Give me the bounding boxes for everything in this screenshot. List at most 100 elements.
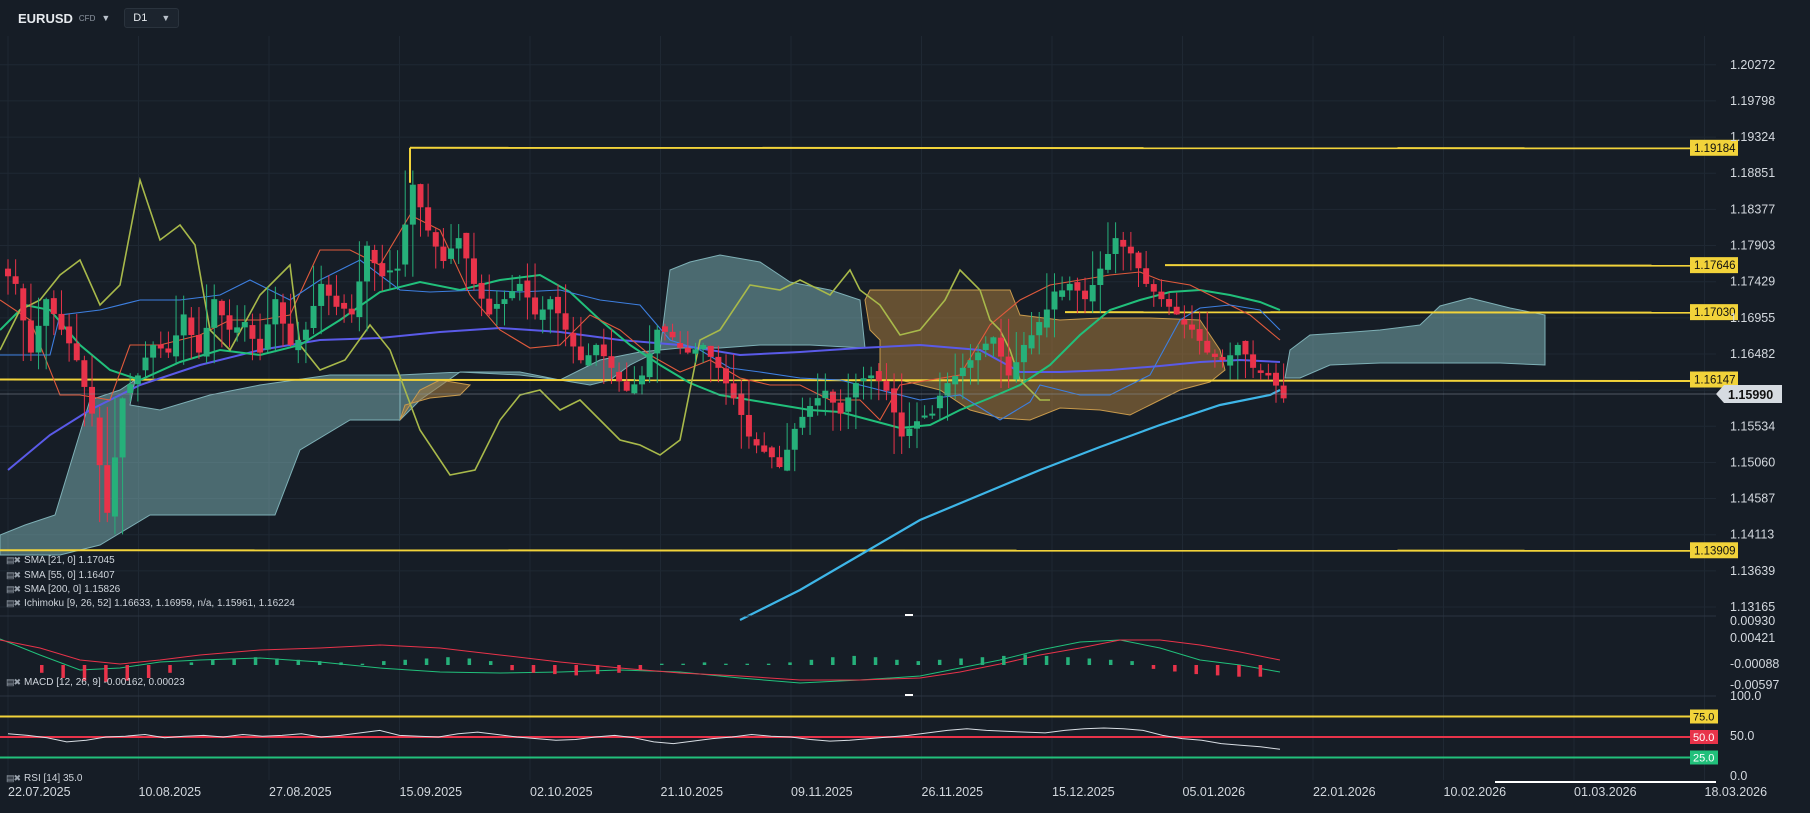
candle-body: [898, 412, 905, 437]
time-axis[interactable]: 22.07.2025 10.08.2025 27.08.2025 15.09.2025…: [8, 785, 1767, 799]
candle-body: [975, 352, 982, 361]
date-tick-label: 27.08.2025: [269, 785, 332, 799]
candle-body: [165, 348, 172, 353]
level-price-label: 1.17030: [1694, 307, 1736, 319]
candle-body: [776, 457, 783, 468]
resize-handle[interactable]: [905, 614, 913, 616]
level-line[interactable]: [0, 549, 1691, 552]
candle-body: [81, 360, 88, 387]
macd-bar: [852, 655, 856, 665]
candle-body: [845, 397, 852, 412]
symbol-selector[interactable]: EURUSD CFD ▼: [18, 11, 110, 26]
rsi-axis: 100.0 50.0 0.0: [1730, 689, 1761, 783]
horizontal-levels[interactable]: 1.19184 1.17646 1.17030 1.16147 1.13909: [0, 139, 1738, 559]
macd-bar: [1108, 659, 1113, 665]
sma55-legend[interactable]: ▤✖ SMA [55, 0] 1.16407: [6, 570, 115, 581]
candle-body: [791, 428, 798, 450]
settings-icon[interactable]: ▤✖: [6, 570, 21, 580]
candle-body: [998, 337, 1005, 357]
settings-icon[interactable]: ▤✖: [6, 677, 21, 687]
rsi-tick-label: 0.0: [1730, 769, 1747, 783]
candle-body: [1219, 356, 1226, 361]
sma21-legend[interactable]: ▤✖ SMA [21, 0] 1.17045: [6, 555, 115, 566]
candle-body: [1051, 291, 1058, 310]
candle-body: [325, 284, 332, 296]
macd-bar: [317, 661, 322, 665]
macd-histogram: [40, 654, 1263, 682]
macd-bar: [916, 661, 921, 665]
candle-body: [1204, 340, 1211, 353]
candle-body: [356, 281, 363, 318]
settings-icon[interactable]: ▤✖: [6, 584, 21, 594]
timeframe-label: D1: [133, 12, 148, 24]
candle-body: [1158, 291, 1165, 300]
timeframe-selector[interactable]: D1 ▼: [124, 8, 180, 28]
candle-body: [234, 327, 241, 333]
macd-bar: [467, 658, 472, 665]
macd-bar: [146, 665, 151, 678]
level-price-tag: [1690, 371, 1738, 388]
macd-tick-label: -0.00088: [1730, 657, 1779, 671]
candle-body: [478, 282, 485, 299]
settings-icon[interactable]: ▤✖: [6, 773, 21, 783]
candle-body: [1013, 362, 1020, 380]
macd-bar: [681, 663, 685, 665]
settings-icon[interactable]: ▤✖: [6, 598, 21, 608]
candle-body: [417, 184, 424, 208]
macd-bar: [446, 657, 450, 665]
macd-bar: [1215, 665, 1220, 676]
macd-bar: [382, 661, 386, 665]
macd-bar: [1023, 654, 1027, 665]
candle-body: [562, 313, 569, 330]
macd-bar: [1130, 661, 1134, 665]
price-axis[interactable]: 1.20272 1.19798 1.19324 1.18851 1.18377 1.179…: [1730, 58, 1775, 614]
macd-bar: [82, 665, 87, 681]
candle-body: [371, 249, 378, 264]
rsi-level-tag: [1690, 709, 1718, 724]
candle-body: [891, 388, 898, 413]
candle-body: [96, 417, 103, 466]
candle-body: [20, 288, 27, 321]
candle-body: [104, 465, 111, 513]
candle-body: [1097, 268, 1104, 286]
candle-body: [310, 305, 317, 329]
candle-body: [35, 325, 42, 353]
date-tick-label: 21.10.2025: [661, 785, 724, 799]
candle-body: [669, 331, 676, 338]
candle-body: [364, 245, 371, 282]
level-line[interactable]: [1164, 264, 1691, 267]
level-line[interactable]: [1064, 311, 1691, 314]
macd-bar: [745, 663, 750, 665]
macd-legend[interactable]: ▤✖ MACD [12, 26, 9] -0.00162, 0.00023: [6, 677, 185, 688]
price-tick-label: 1.15060: [1730, 455, 1775, 469]
price-tick-label: 1.14587: [1730, 492, 1775, 506]
candle-body: [913, 421, 920, 429]
candlesticks[interactable]: [5, 170, 1287, 535]
rsi-level-tag: [1690, 750, 1718, 765]
candle-body: [738, 393, 745, 415]
candle-body: [203, 327, 210, 357]
macd-bar: [531, 665, 536, 673]
level-line[interactable]: [409, 146, 1691, 150]
candle-body: [142, 357, 149, 371]
macd-bar: [638, 665, 643, 671]
candle-body: [822, 390, 829, 399]
sma200-legend-text: SMA [200, 0] 1.15826: [24, 584, 121, 595]
candle-body: [66, 326, 73, 344]
candle-body: [1273, 372, 1279, 386]
date-tick-label: 15.12.2025: [1052, 785, 1115, 799]
ichimoku-legend[interactable]: ▤✖ Ichimoku [9, 26, 52] 1.16633, 1.16959…: [6, 598, 295, 609]
symbol-badge: CFD: [78, 13, 96, 23]
level-price-tag: [1690, 139, 1738, 156]
resize-handle[interactable]: [905, 694, 913, 696]
rsi-legend[interactable]: ▤✖ RSI [14] 35.0: [6, 773, 82, 784]
sma200-legend[interactable]: ▤✖ SMA [200, 0] 1.15826: [6, 584, 120, 595]
level-price-label: 1.19184: [1694, 143, 1736, 155]
macd-bar: [339, 662, 343, 665]
macd-bar: [211, 659, 215, 665]
candle-body: [348, 308, 355, 315]
level-line[interactable]: [0, 378, 1691, 383]
chart-toolbar: EURUSD CFD ▼ D1 ▼: [0, 0, 1716, 36]
settings-icon[interactable]: ▤✖: [6, 555, 21, 565]
